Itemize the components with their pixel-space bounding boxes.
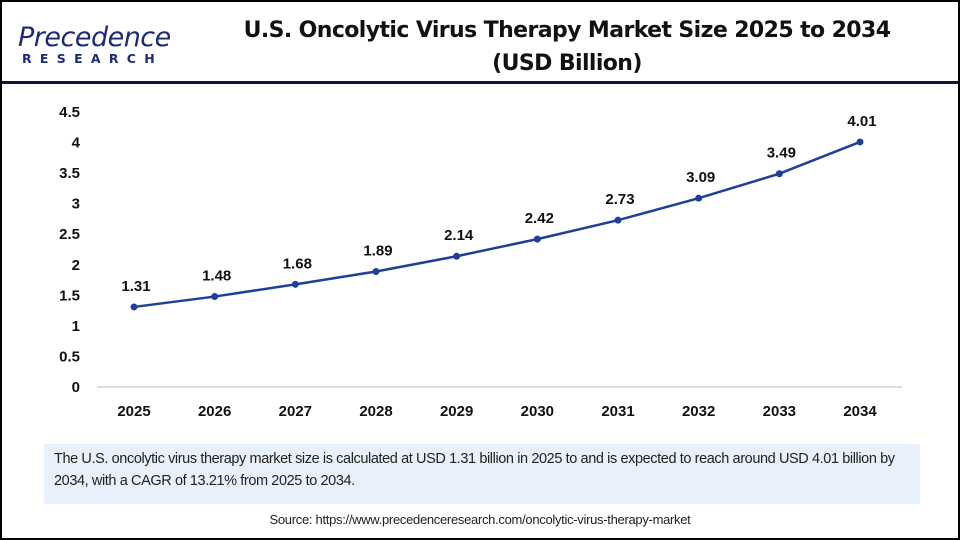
logo-subtitle: RESEARCH <box>22 51 164 66</box>
data-point <box>453 252 461 260</box>
x-tick-label: 2033 <box>763 403 796 420</box>
y-axis: 0 0.5 1 1.5 2 2.5 3 3.5 4 4.5 <box>59 104 81 396</box>
data-point <box>775 170 783 178</box>
data-points <box>130 138 864 311</box>
x-tick-label: 2026 <box>198 403 231 420</box>
data-labels: 1.31 1.48 1.68 1.89 2.14 2.42 2.73 3.09 3.49 4.01 <box>121 113 876 295</box>
precedence-research-logo: Precedence RESEARCH <box>18 22 171 66</box>
data-point <box>856 138 864 146</box>
x-tick-label: 2029 <box>440 403 473 420</box>
line-chart: 00.511.522.533.544.5 2025 2026 2027 2028 202… <box>59 104 902 420</box>
data-label: 2.73 <box>605 191 634 208</box>
data-label: 1.31 <box>121 278 150 295</box>
data-point <box>372 268 380 275</box>
y-tick-label: 3 <box>72 196 80 213</box>
y-tick-label: 4 <box>72 135 81 152</box>
data-point <box>130 303 138 311</box>
summary-text: The U.S. oncolytic virus therapy market … <box>44 444 920 504</box>
data-point <box>291 280 299 288</box>
y-tick-label: 3.5 <box>59 165 80 182</box>
y-tick-label: 0 <box>72 379 80 396</box>
x-tick-label: 2025 <box>117 403 150 420</box>
y-tick-label: 2 <box>72 257 80 274</box>
x-tick-label: 2034 <box>843 403 877 420</box>
x-tick-label: 2027 <box>279 403 312 420</box>
chart-title: U.S. Oncolytic Virus Therapy Market Size… <box>222 14 912 80</box>
title-line-2: (USD Billion) <box>492 51 642 76</box>
data-point <box>211 293 219 301</box>
data-label: 3.49 <box>767 145 796 162</box>
source-text: Source: https://www.precedenceresearch.c… <box>269 512 691 527</box>
y-tick-label: 1 <box>72 318 80 335</box>
data-label: 4.01 <box>847 113 876 130</box>
data-point <box>695 194 703 202</box>
title-line-1: U.S. Oncolytic Virus Therapy Market Size… <box>243 18 891 43</box>
x-tick-label: 2028 <box>359 403 392 420</box>
data-label: 2.14 <box>444 227 474 244</box>
y-tick-label: 0.5 <box>59 348 80 365</box>
header-divider <box>2 81 958 84</box>
data-label: 1.48 <box>202 268 231 285</box>
data-point <box>614 216 622 224</box>
data-label: 1.68 <box>283 255 312 272</box>
data-label: 2.42 <box>525 210 554 227</box>
y-tick-label: 4.5 <box>59 104 80 121</box>
data-point <box>533 235 541 243</box>
series-line <box>133 140 861 309</box>
data-label: 3.09 <box>686 169 715 186</box>
x-axis: 2025 2026 2027 2028 2029 2030 2031 2032 2033 2034 <box>117 403 877 420</box>
x-tick-label: 2032 <box>682 403 715 420</box>
y-tick-label: 2.5 <box>59 226 80 243</box>
data-label: 1.89 <box>363 243 392 260</box>
x-tick-label: 2030 <box>521 403 554 420</box>
logo-wordmark: Precedence <box>18 22 171 53</box>
x-tick-label: 2031 <box>601 403 634 420</box>
y-tick-label: 1.5 <box>59 287 80 304</box>
